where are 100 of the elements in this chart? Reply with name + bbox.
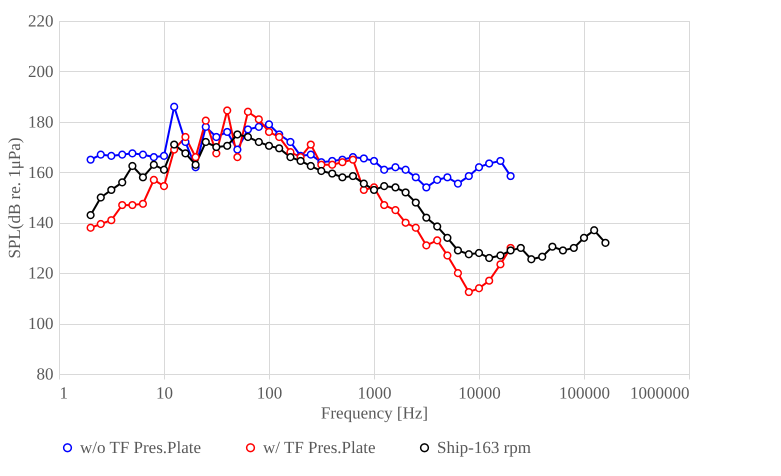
- point: [107, 152, 116, 160]
- y-axis-title: SPL(dB re. 1μPa): [5, 137, 24, 259]
- point: [264, 120, 274, 128]
- point: [464, 172, 473, 180]
- point: [348, 172, 358, 180]
- point: [86, 224, 95, 232]
- point: [118, 200, 126, 210]
- point: [527, 255, 536, 264]
- point: [138, 173, 148, 182]
- point: [558, 246, 568, 255]
- point: [402, 166, 410, 174]
- point: [402, 188, 410, 197]
- y-tick-label: 160: [28, 162, 54, 182]
- point: [370, 186, 378, 194]
- point: [412, 198, 420, 207]
- point: [516, 244, 525, 252]
- point: [485, 159, 494, 168]
- point: [254, 122, 263, 131]
- point: [391, 183, 400, 192]
- point: [506, 172, 515, 180]
- point: [433, 176, 442, 184]
- point: [496, 251, 505, 260]
- point: [391, 163, 400, 172]
- y-tick-label: 140: [28, 213, 54, 232]
- point: [128, 162, 136, 170]
- point: [86, 156, 95, 164]
- point: [275, 132, 284, 142]
- point: [202, 122, 210, 131]
- point: [160, 152, 168, 160]
- point: [128, 200, 136, 210]
- point: [422, 241, 430, 250]
- point: [360, 154, 368, 163]
- point: [275, 144, 284, 152]
- point: [485, 276, 494, 285]
- point: [601, 238, 610, 247]
- point: [244, 132, 252, 142]
- y-tick-label: 220: [28, 12, 54, 30]
- point: [306, 150, 315, 159]
- point: [150, 176, 158, 184]
- point: [328, 160, 336, 169]
- x-axis-title: Frequency [Hz]: [320, 404, 428, 422]
- point: [192, 153, 200, 162]
- point: [254, 138, 263, 146]
- legend-label: w/ TF Pres.Plate: [263, 438, 376, 457]
- x-tick-label: 1: [60, 384, 68, 402]
- point: [212, 132, 220, 142]
- point: [380, 182, 388, 190]
- x-tick-label: 100000: [559, 384, 610, 402]
- point: [150, 153, 158, 162]
- point: [244, 125, 252, 134]
- point: [118, 178, 126, 186]
- y-tick-label: 180: [28, 112, 54, 132]
- point: [233, 145, 242, 154]
- point: [496, 156, 505, 166]
- point: [296, 156, 305, 166]
- point: [128, 149, 136, 158]
- point: [474, 248, 484, 258]
- point: [306, 140, 315, 149]
- point: [433, 222, 442, 231]
- point: [192, 160, 200, 169]
- y-tick-label: 200: [28, 62, 54, 81]
- point: [538, 252, 546, 261]
- point: [138, 200, 148, 208]
- point: [412, 224, 420, 232]
- point: [433, 236, 442, 244]
- point: [223, 128, 232, 136]
- point: [96, 193, 105, 202]
- point: [402, 218, 410, 227]
- point: [454, 269, 462, 278]
- point: [422, 214, 430, 222]
- point: [170, 102, 178, 111]
- point: [454, 180, 462, 188]
- point: [570, 244, 578, 252]
- point: [464, 250, 473, 258]
- point: [443, 251, 452, 260]
- point: [548, 242, 556, 251]
- point: [212, 142, 220, 152]
- point: [233, 130, 242, 139]
- point: [317, 166, 326, 176]
- point: [138, 150, 148, 159]
- x-tick-label: 10000: [458, 384, 501, 402]
- point: [170, 140, 178, 149]
- point: [306, 162, 315, 170]
- point: [223, 106, 232, 115]
- point: [370, 156, 378, 166]
- point: [380, 200, 388, 210]
- point: [328, 169, 336, 178]
- x-tick-label: 1000: [358, 384, 392, 402]
- point: [360, 180, 368, 188]
- legend-label: w/o TF Pres.Plate: [80, 438, 202, 457]
- point: [454, 246, 462, 255]
- point: [86, 211, 95, 220]
- point: [338, 158, 346, 166]
- point: [107, 216, 116, 224]
- x-tick-label: 1000000: [630, 384, 690, 402]
- point: [485, 254, 494, 262]
- point: [223, 142, 232, 150]
- point: [264, 142, 274, 150]
- point: [150, 160, 158, 169]
- x-tick-label: 100: [256, 384, 282, 402]
